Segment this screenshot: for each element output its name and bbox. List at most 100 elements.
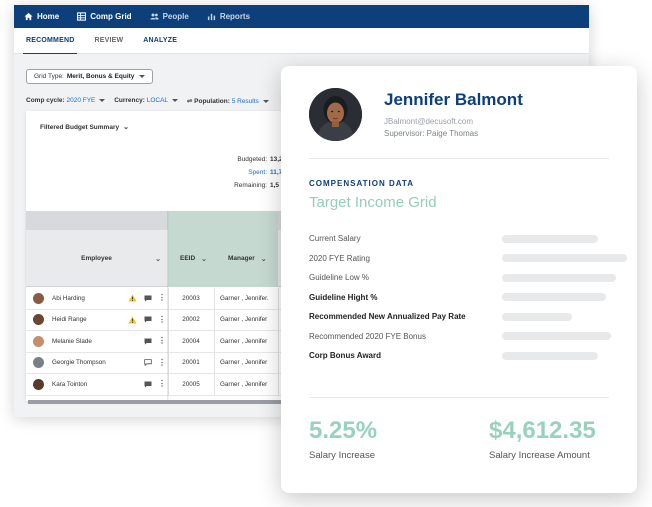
remaining-value: 1,5 [270, 182, 280, 189]
comment-icon[interactable] [144, 316, 152, 323]
compensation-field: Guideline Hight % [309, 288, 609, 308]
divider [309, 397, 609, 398]
employee-name[interactable]: Georgie Thompson [52, 359, 106, 367]
column-header-employee[interactable]: Employee ⌄ [26, 230, 167, 287]
employee-manager: Garner , Jennifer [220, 337, 268, 345]
budget-summary-toggle[interactable]: Filtered Budget Summary ⌄ [40, 123, 129, 132]
currency-value: LOCAL [146, 97, 169, 104]
more-options-icon[interactable]: ⋮ [158, 379, 166, 389]
tab-analyze[interactable]: ANALYZE [143, 37, 178, 44]
column-divider [214, 352, 215, 373]
employee-name[interactable]: Melanie Slade [52, 337, 92, 345]
people-icon [149, 13, 159, 20]
column-divider [214, 374, 215, 395]
warning-icon[interactable] [128, 316, 137, 324]
value-placeholder-bar [502, 332, 611, 341]
grid-type-label: Grid Type: [34, 73, 64, 80]
column-divider [214, 288, 215, 309]
profile-supervisor: Supervisor: Paige Thomas [384, 129, 479, 138]
comment-icon[interactable] [144, 295, 152, 302]
comp-cycle-label: Comp cycle: [26, 97, 65, 104]
comment-icon[interactable] [144, 359, 152, 367]
caret-down-icon [139, 75, 146, 78]
frozen-column-shadow [167, 211, 169, 401]
budget-summary-title: Filtered Budget Summary [40, 123, 120, 131]
budgeted-value: 13,2 [270, 156, 283, 163]
comment-icon[interactable] [144, 381, 152, 388]
column-divider [168, 331, 169, 352]
population-filter[interactable]: ⇌ Population: 5 Results [187, 97, 269, 105]
compensation-field: Current Salary [309, 229, 609, 249]
column-header-manager-label: Manager [228, 255, 255, 262]
employee-eeid: 20001 [182, 359, 200, 367]
employee-name[interactable]: Abi Harding [52, 294, 85, 302]
nav-comp-grid-label: Comp Grid [90, 12, 132, 21]
column-header-manager[interactable]: Manager ⌄ [214, 230, 278, 287]
column-header-employee-label: Employee [81, 255, 112, 262]
salary-increase-amount-label: Salary Increase Amount [489, 450, 590, 461]
employee-profile-card: Jennifer Balmont JBalmont@decusoft.com S… [281, 66, 637, 493]
comp-cycle-value: 2020 FYE [66, 97, 96, 104]
more-options-icon[interactable]: ⋮ [158, 293, 166, 303]
field-label: 2020 FYE Rating [309, 253, 370, 263]
column-divider [278, 352, 279, 373]
chevron-down-icon[interactable]: ⌄ [201, 255, 208, 263]
more-options-icon[interactable]: ⋮ [158, 314, 166, 324]
more-options-icon[interactable]: ⋮ [158, 336, 166, 346]
population-label: Population: [194, 98, 230, 105]
nav-comp-grid[interactable]: Comp Grid [77, 12, 132, 21]
profile-email[interactable]: JBalmont@decusoft.com [384, 117, 474, 126]
budgeted-label: Budgeted: [237, 156, 267, 163]
field-label: Recommended 2020 FYE Bonus [309, 331, 426, 341]
more-options-icon[interactable]: ⋮ [158, 357, 166, 367]
column-divider [168, 309, 169, 330]
compensation-field: Corp Bonus Award [309, 346, 609, 366]
profile-name: Jennifer Balmont [384, 90, 523, 109]
employee-name[interactable]: Heidi Range [52, 316, 87, 324]
employee-manager: Garner , Jennifer [220, 316, 268, 324]
value-placeholder-bar [502, 254, 627, 263]
tab-recommend[interactable]: RECOMMEND [22, 28, 78, 55]
column-header-eeid[interactable]: EEID ⌄ [168, 230, 212, 287]
column-divider [278, 374, 279, 395]
employee-eeid: 20002 [182, 316, 200, 324]
value-placeholder-bar [502, 293, 606, 302]
value-placeholder-bar [502, 312, 572, 321]
currency-filter[interactable]: Currency: LOCAL [114, 97, 178, 105]
horizontal-scrollbar[interactable] [28, 400, 288, 404]
column-header-eeid-label: EEID [180, 255, 196, 262]
field-label: Guideline Hight % [309, 292, 378, 302]
warning-icon[interactable] [128, 294, 137, 302]
nav-home-label: Home [37, 12, 60, 21]
chevron-down-icon[interactable]: ⌄ [155, 255, 161, 263]
comment-icon[interactable] [144, 338, 152, 345]
nav-people[interactable]: People [149, 12, 189, 21]
compensation-field: Recommended 2020 FYE Bonus [309, 327, 611, 347]
spent-value: 11,7 [270, 169, 283, 176]
comp-cycle-filter[interactable]: Comp cycle: 2020 FYE [26, 97, 106, 105]
column-divider [214, 309, 215, 330]
nav-home[interactable]: Home [24, 12, 59, 21]
employee-manager: Garner , Jennifer [220, 380, 268, 388]
home-icon [24, 12, 33, 21]
value-placeholder-bar [502, 351, 598, 360]
tab-review[interactable]: REVIEW [94, 37, 124, 44]
column-divider [278, 309, 279, 330]
avatar [309, 88, 362, 141]
grid-type-value: Merit, Bonus & Equity [66, 73, 135, 80]
field-label: Corp Bonus Award [309, 351, 382, 361]
currency-label: Currency: [114, 97, 145, 104]
remaining-label: Remaining: [234, 182, 267, 189]
frozen-columns-header [168, 211, 278, 287]
nav-reports[interactable]: Reports [207, 12, 250, 21]
column-divider [168, 288, 169, 309]
section-title: Target Income Grid [309, 194, 437, 211]
employee-name[interactable]: Kara Tointon [52, 380, 88, 388]
reports-icon [207, 13, 215, 21]
salary-increase-amount-value: $4,612.35 [489, 417, 596, 444]
column-divider [278, 331, 279, 352]
caret-down-icon [262, 100, 269, 103]
column-divider [214, 331, 215, 352]
chevron-down-icon[interactable]: ⌄ [260, 255, 267, 263]
grid-type-select[interactable]: Grid Type: Merit, Bonus & Equity [26, 69, 154, 84]
